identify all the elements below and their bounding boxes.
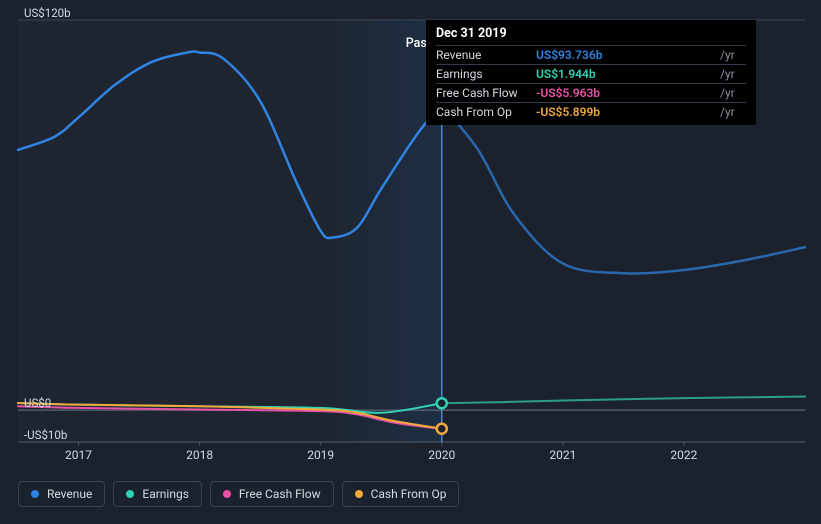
y-tick-label: -US$10b <box>24 428 67 442</box>
legend-item-earnings[interactable]: Earnings <box>113 481 202 507</box>
tooltip-table: RevenueUS$93.736b/yrEarningsUS$1.944b/yr… <box>436 45 746 121</box>
legend-dot-icon <box>31 490 39 498</box>
tooltip-row: RevenueUS$93.736b/yr <box>436 46 746 65</box>
legend-label: Free Cash Flow <box>239 487 321 501</box>
legend-dot-icon <box>355 490 363 498</box>
tooltip-date: Dec 31 2019 <box>436 26 746 45</box>
legend-item-cfo[interactable]: Cash From Op <box>342 481 460 507</box>
legend-item-revenue[interactable]: Revenue <box>18 481 105 507</box>
legend-label: Earnings <box>142 487 189 501</box>
legend-label: Cash From Op <box>371 487 447 501</box>
legend-label: Revenue <box>47 487 92 501</box>
tooltip-row: Cash From Op-US$5.899b/yr <box>436 103 746 122</box>
tooltip-row: Free Cash Flow-US$5.963b/yr <box>436 84 746 103</box>
legend-dot-icon <box>126 490 134 498</box>
legend: Revenue Earnings Free Cash Flow Cash From O… <box>18 481 459 507</box>
x-tick-label: 2019 <box>307 448 334 462</box>
x-tick-label: 2022 <box>670 448 697 462</box>
x-tick-label: 2020 <box>428 448 455 462</box>
legend-item-fcf[interactable]: Free Cash Flow <box>210 481 334 507</box>
financial-chart: US$120b US$0 -US$10b 2017 2018 2019 2020 2021 2… <box>0 0 821 524</box>
x-tick-label: 2021 <box>549 448 576 462</box>
x-tick-label: 2017 <box>65 448 92 462</box>
y-tick-label: US$0 <box>24 396 51 410</box>
y-tick-label: US$120b <box>24 6 71 20</box>
tooltip-row: EarningsUS$1.944b/yr <box>436 65 746 84</box>
x-tick-label: 2018 <box>186 448 213 462</box>
legend-dot-icon <box>223 490 231 498</box>
hover-tooltip: Dec 31 2019 RevenueUS$93.736b/yrEarnings… <box>426 20 756 125</box>
